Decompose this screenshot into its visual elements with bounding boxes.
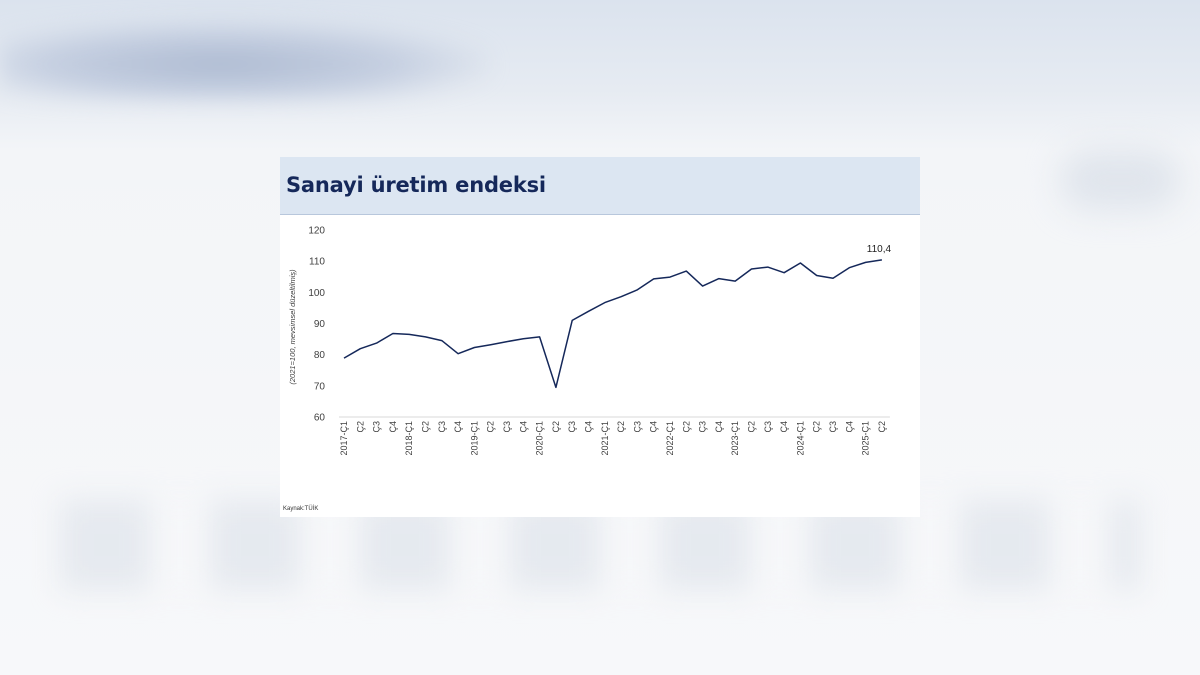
- x-tick-label: Ç4: [584, 421, 594, 433]
- x-tick-label: Ç2: [551, 421, 561, 433]
- series-line: [343, 259, 883, 389]
- x-tick-label: 2020-Ç1: [535, 421, 545, 456]
- x-tick-label: 2025-Ç1: [861, 421, 871, 456]
- y-tick-label: 110: [309, 257, 325, 268]
- x-tick-label: Ç4: [518, 421, 528, 433]
- background-blur-shape: [1060, 150, 1180, 210]
- x-tick-label: Ç2: [486, 421, 496, 433]
- x-tick-label: Ç4: [844, 421, 854, 433]
- y-tick-label: 100: [308, 288, 325, 299]
- y-axis-title: (2021=100, mevsimsel düzeltilmiş): [288, 269, 297, 385]
- x-tick-label: Ç2: [812, 421, 822, 433]
- x-tick-label: 2019-Ç1: [469, 421, 479, 456]
- y-tick-label: 60: [314, 413, 326, 424]
- x-tick-label: Ç3: [632, 421, 642, 433]
- y-tick-label: 70: [314, 381, 326, 392]
- x-tick-label: Ç4: [388, 421, 398, 433]
- x-tick-label: Ç4: [453, 421, 463, 433]
- x-tick-label: Ç3: [698, 421, 708, 433]
- x-tick-label: 2024-Ç1: [795, 421, 805, 456]
- x-tick-label: Ç3: [437, 421, 447, 433]
- y-tick-label: 120: [308, 226, 325, 237]
- x-tick-label: Ç4: [714, 421, 724, 433]
- background-blur-banner: [0, 20, 490, 100]
- x-tick-label: Ç4: [779, 421, 789, 433]
- x-tick-label: Ç3: [502, 421, 512, 433]
- x-tick-label: 2022-Ç1: [665, 421, 675, 456]
- line-chart: 60 70 80 90 100 110 120 (2021=100, mevsimsel dü…: [288, 226, 892, 456]
- data-label: 110,4: [867, 244, 892, 255]
- x-tick-label: 2018-Ç1: [404, 421, 414, 456]
- y-tick-label: 80: [314, 350, 326, 361]
- chart-header: Sanayi üretim endeksi: [280, 157, 920, 215]
- x-tick-label: Ç3: [372, 421, 382, 433]
- x-tick-label: 2023-Ç1: [730, 421, 740, 456]
- x-tick-label: Ç3: [763, 421, 773, 433]
- chart-title: Sanayi üretim endeksi: [286, 173, 546, 197]
- x-tick-label: 2021-Ç1: [600, 421, 610, 456]
- x-tick-label: Ç3: [828, 421, 838, 433]
- x-tick-label: Ç2: [355, 421, 365, 433]
- x-tick-label: Ç2: [877, 421, 887, 433]
- chart-card: Sanayi üretim endeksi 60 70 80 90 100 110 120 (…: [280, 157, 920, 517]
- x-tick-label: Ç2: [747, 421, 757, 433]
- source-note: Kaynak:TÜİK: [283, 506, 319, 512]
- x-tick-label: 2017-Ç1: [339, 421, 349, 456]
- x-tick-label: Ç4: [649, 421, 659, 433]
- y-tick-label: 90: [314, 319, 326, 330]
- x-tick-label: Ç2: [616, 421, 626, 433]
- x-tick-label: Ç2: [421, 421, 431, 433]
- x-tick-label: Ç2: [681, 421, 691, 433]
- x-tick-label: Ç3: [567, 421, 577, 433]
